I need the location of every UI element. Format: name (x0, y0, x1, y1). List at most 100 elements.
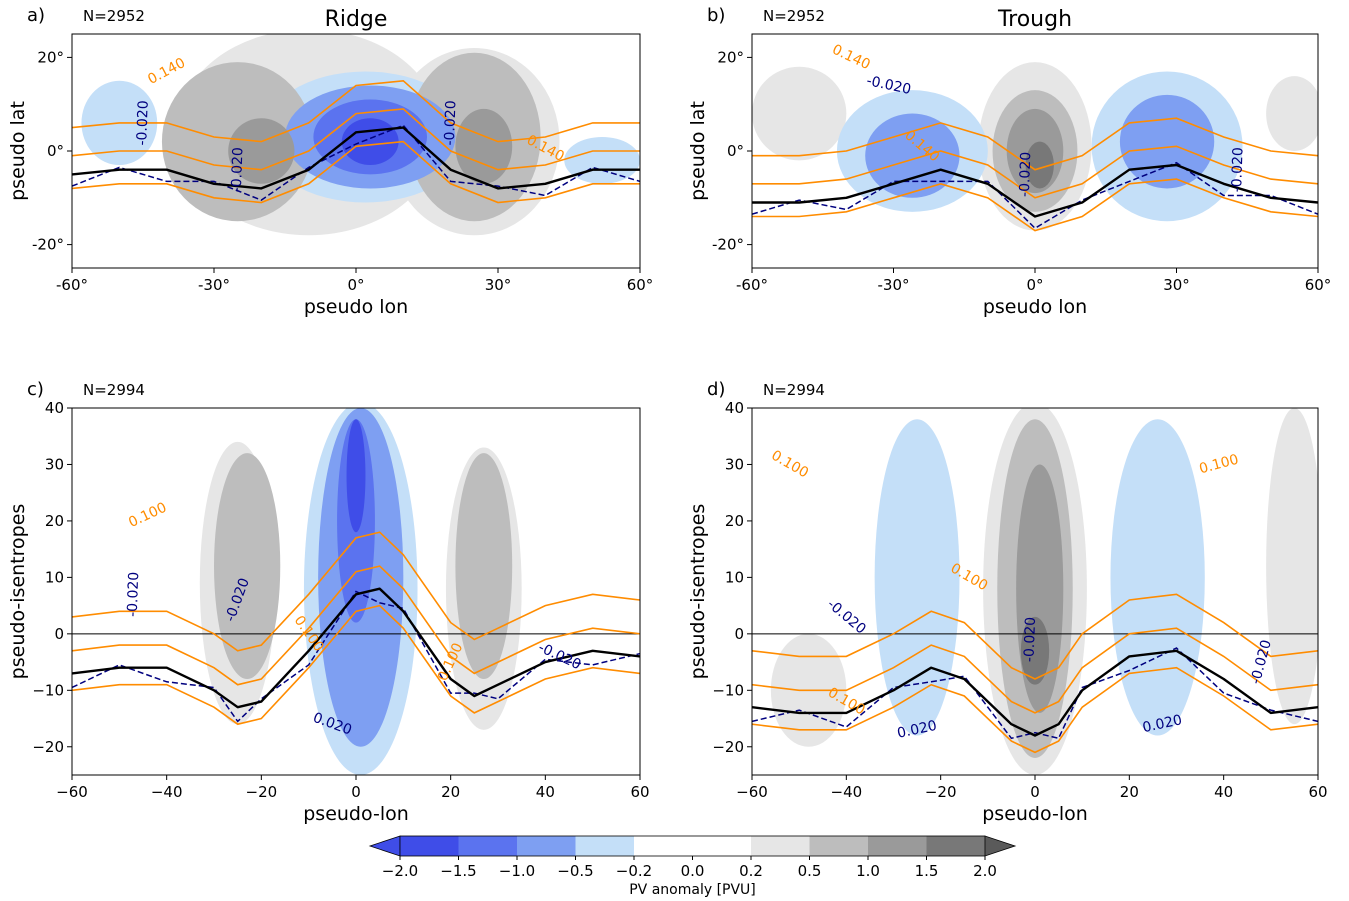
x-tick-label: 0° (347, 276, 364, 294)
sample-size-label: N=2952 (83, 7, 145, 25)
colorbar-tick-label: −2.0 (382, 862, 418, 880)
y-tick-label: −10 (712, 681, 744, 699)
contour-label: -0.020 (1017, 152, 1035, 198)
pv-anomaly-region (81, 509, 158, 646)
colorbar-label: PV anomaly [PVU] (629, 882, 756, 898)
y-tick-label: 0 (734, 625, 744, 643)
pv-anomaly-region (564, 136, 640, 184)
panel-letter: c) (27, 379, 44, 400)
contour-label: -0.020 (229, 147, 247, 193)
orange-contour (752, 593, 1318, 680)
x-tick-label: -60° (56, 276, 88, 294)
pv-anomaly-region (865, 113, 960, 198)
x-tick-label: −60 (56, 783, 88, 801)
orange-contour (752, 178, 1318, 232)
contour-label: -0.020 (442, 100, 460, 146)
x-tick-label: −20 (925, 783, 957, 801)
y-tick-label: −20 (32, 738, 64, 756)
sample-size-label: N=2994 (763, 381, 825, 399)
y-tick-label: 20 (45, 512, 64, 530)
x-tick-label: −40 (831, 783, 863, 801)
pv-anomaly-region (1119, 94, 1215, 189)
orange-contour (752, 117, 1318, 171)
colorbar-segment (634, 836, 693, 856)
pv-anomaly-region (1110, 419, 1205, 736)
y-tick-label: 40 (45, 399, 64, 417)
colorbar-segment (809, 836, 869, 856)
navy-dashed-contour (752, 161, 1318, 230)
navy-dashed-contour (72, 124, 640, 201)
y-tick-label: 20° (717, 48, 744, 66)
sample-size-label: N=2952 (763, 7, 825, 25)
y-tick-label: 0° (47, 142, 64, 160)
colorbar-tick-label: −0.5 (557, 862, 593, 880)
panel-title: Trough (997, 7, 1072, 32)
colorbar-tick-label: −1.0 (499, 862, 535, 880)
x-tick-label: 60 (1308, 783, 1327, 801)
x-axis-label: pseudo lon (304, 296, 408, 318)
y-tick-label: −20 (712, 738, 744, 756)
pv-anomaly-region (874, 419, 960, 736)
y-tick-label: 20 (725, 512, 744, 530)
y-tick-label: 30 (725, 455, 744, 473)
y-tick-label: 0° (727, 142, 744, 160)
x-tick-label: −20 (246, 783, 278, 801)
x-tick-label: 20 (1120, 783, 1139, 801)
x-tick-label: 40 (1214, 783, 1233, 801)
navy-dashed-contour (72, 590, 640, 723)
x-tick-label: 30° (485, 276, 512, 294)
orange-contour (752, 627, 1318, 714)
black-curve (72, 126, 640, 190)
sample-size-label: N=2994 (83, 381, 145, 399)
x-tick-label: −60 (736, 783, 768, 801)
pv-anomaly-region (455, 108, 513, 184)
pv-anomaly-region (535, 436, 631, 663)
x-tick-label: 60° (1305, 276, 1332, 294)
pv-anomaly-region (214, 453, 281, 680)
x-tick-label: -60° (736, 276, 768, 294)
panel-letter: b) (707, 5, 725, 26)
colorbar-segment (868, 836, 927, 856)
colorbar-segment (926, 836, 986, 856)
colorbar-tick-label: 0.2 (739, 862, 763, 880)
x-tick-label: 60 (630, 783, 649, 801)
navy-dashed-contour (752, 647, 1318, 740)
colorbar-extend-high (984, 835, 1017, 857)
contour-label: -0.020 (1229, 147, 1247, 193)
colorbar-segment (400, 836, 459, 856)
panel-title: Ridge (325, 7, 388, 32)
colorbar-tick-label: −0.2 (616, 862, 652, 880)
x-tick-label: 0 (1030, 783, 1040, 801)
colorbar-tick-label: 1.5 (915, 862, 939, 880)
pv-anomaly-region (455, 453, 513, 680)
x-tick-label: −40 (151, 783, 183, 801)
y-tick-label: 20° (37, 48, 64, 66)
x-tick-label: 40 (536, 783, 555, 801)
colorbar-segment (517, 836, 576, 856)
y-tick-label: 10 (45, 568, 64, 586)
y-axis-label: pseudo-isentropes (7, 504, 29, 680)
orange-contour (752, 666, 1318, 754)
colorbar-segment (575, 836, 635, 856)
x-tick-label: 0 (351, 783, 361, 801)
black-curve (72, 587, 640, 709)
black-curve (752, 649, 1318, 737)
panel-letter: a) (27, 5, 45, 26)
contour-label: -0.020 (1022, 617, 1040, 663)
colorbar-tick-label: −1.5 (440, 862, 476, 880)
x-tick-label: -30° (878, 276, 910, 294)
y-axis-label: pseudo lat (687, 101, 709, 201)
orange-contour (72, 531, 640, 652)
colorbar-extend-low (368, 835, 401, 857)
y-tick-label: 30 (45, 455, 64, 473)
pv-anomaly-region (341, 118, 399, 166)
pv-anomaly-region (1025, 141, 1054, 189)
pv-anomaly-region (1266, 76, 1318, 151)
x-tick-label: 0° (1026, 276, 1043, 294)
pv-anomaly-region (346, 419, 366, 533)
